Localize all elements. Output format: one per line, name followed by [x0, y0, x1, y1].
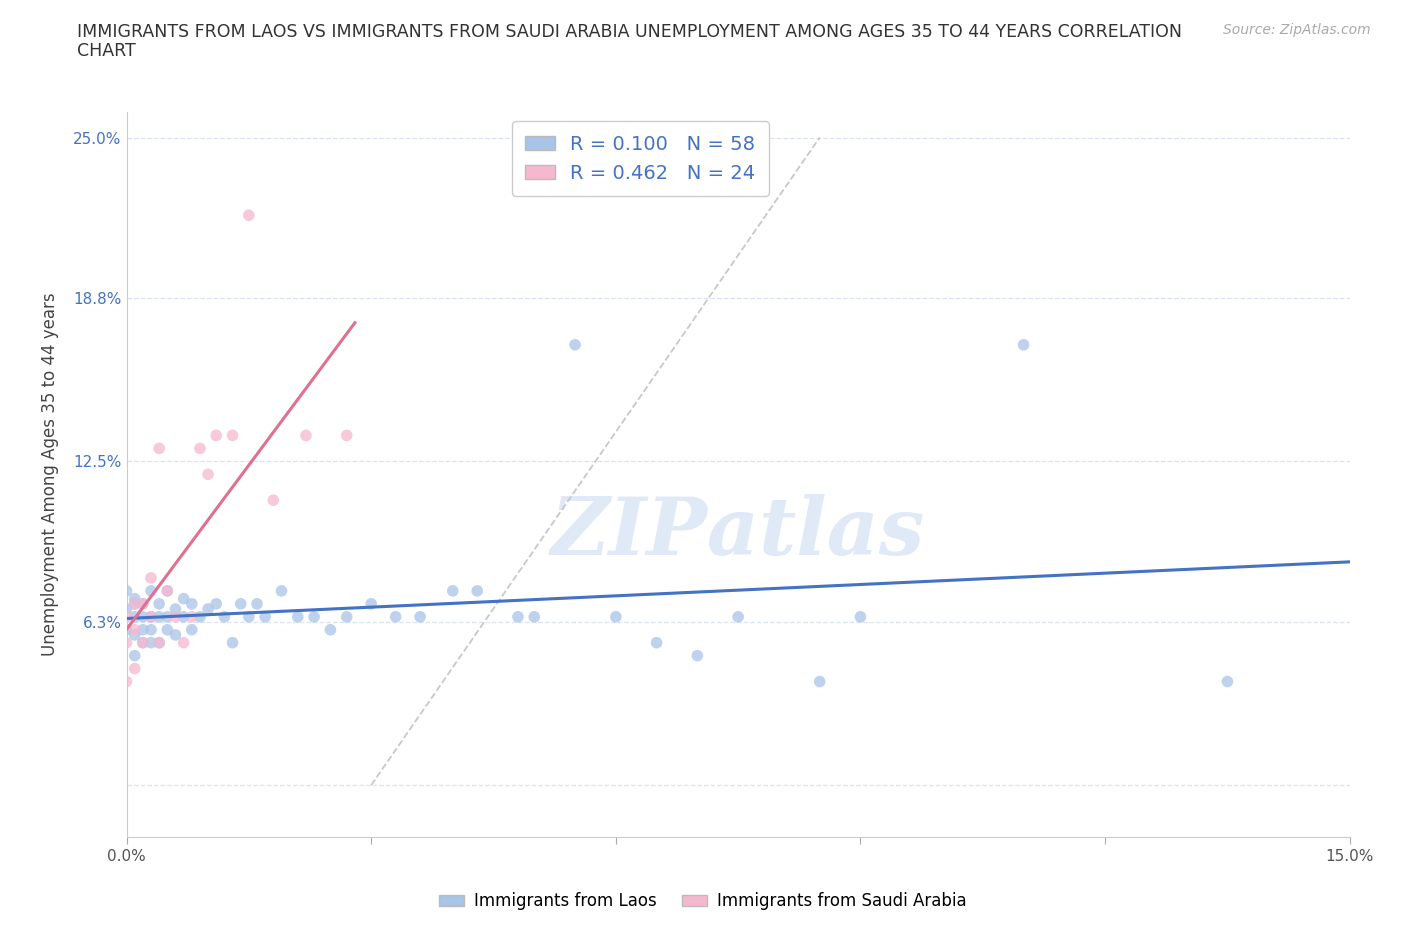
Point — [1012, 338, 1035, 352]
Point — [295, 428, 318, 443]
Point — [124, 661, 146, 676]
Point — [229, 596, 252, 611]
Legend: Immigrants from Laos, Immigrants from Saudi Arabia: Immigrants from Laos, Immigrants from Sa… — [433, 885, 973, 917]
Point — [205, 596, 228, 611]
Point — [205, 428, 228, 443]
Point — [409, 609, 432, 624]
Point — [564, 338, 586, 352]
Text: CHART: CHART — [77, 42, 136, 60]
Point — [465, 583, 488, 598]
Point — [132, 596, 155, 611]
Point — [115, 674, 138, 689]
Point — [221, 635, 243, 650]
Point — [124, 648, 146, 663]
Y-axis label: Unemployment Among Ages 35 to 44 years: Unemployment Among Ages 35 to 44 years — [41, 293, 59, 656]
Point — [197, 602, 219, 617]
Point — [165, 609, 187, 624]
Legend: R = 0.100   N = 58, R = 0.462   N = 24: R = 0.100 N = 58, R = 0.462 N = 24 — [512, 121, 769, 196]
Point — [139, 609, 162, 624]
Point — [156, 583, 179, 598]
Point — [506, 609, 529, 624]
Point — [523, 609, 546, 624]
Point — [124, 628, 146, 643]
Point — [180, 609, 202, 624]
Point — [336, 428, 359, 443]
Point — [156, 622, 179, 637]
Point — [124, 596, 146, 611]
Point — [173, 609, 195, 624]
Point — [148, 609, 170, 624]
Point — [132, 635, 155, 650]
Point — [1216, 674, 1239, 689]
Point — [197, 467, 219, 482]
Point — [254, 609, 277, 624]
Point — [156, 609, 179, 624]
Point — [270, 583, 292, 598]
Point — [132, 609, 155, 624]
Point — [148, 441, 170, 456]
Point — [287, 609, 309, 624]
Text: ZIP​atlas: ZIP​atlas — [551, 494, 925, 571]
Point — [214, 609, 236, 624]
Point — [180, 596, 202, 611]
Point — [139, 609, 162, 624]
Point — [808, 674, 831, 689]
Point — [221, 428, 243, 443]
Point — [124, 591, 146, 606]
Point — [115, 609, 138, 624]
Point — [165, 602, 187, 617]
Point — [173, 635, 195, 650]
Point — [188, 441, 211, 456]
Point — [124, 609, 146, 624]
Point — [115, 583, 138, 598]
Text: Source: ZipAtlas.com: Source: ZipAtlas.com — [1223, 23, 1371, 37]
Point — [132, 622, 155, 637]
Point — [139, 635, 162, 650]
Point — [686, 648, 709, 663]
Point — [645, 635, 668, 650]
Point — [441, 583, 464, 598]
Point — [156, 583, 179, 598]
Text: IMMIGRANTS FROM LAOS VS IMMIGRANTS FROM SAUDI ARABIA UNEMPLOYMENT AMONG AGES 35 : IMMIGRANTS FROM LAOS VS IMMIGRANTS FROM … — [77, 23, 1182, 41]
Point — [139, 622, 162, 637]
Point — [124, 596, 146, 611]
Point — [180, 622, 202, 637]
Point — [148, 596, 170, 611]
Point — [139, 583, 162, 598]
Point — [132, 596, 155, 611]
Point — [238, 207, 260, 222]
Point — [727, 609, 749, 624]
Point — [188, 609, 211, 624]
Point — [165, 628, 187, 643]
Point — [262, 493, 284, 508]
Point — [302, 609, 325, 624]
Point — [148, 635, 170, 650]
Point — [115, 635, 138, 650]
Point — [319, 622, 342, 637]
Point — [173, 591, 195, 606]
Point — [849, 609, 872, 624]
Point — [360, 596, 382, 611]
Point — [124, 622, 146, 637]
Point — [246, 596, 269, 611]
Point — [384, 609, 406, 624]
Point — [148, 635, 170, 650]
Point — [115, 602, 138, 617]
Point — [115, 622, 138, 637]
Point — [238, 609, 260, 624]
Point — [132, 635, 155, 650]
Point — [336, 609, 359, 624]
Point — [139, 570, 162, 585]
Point — [605, 609, 627, 624]
